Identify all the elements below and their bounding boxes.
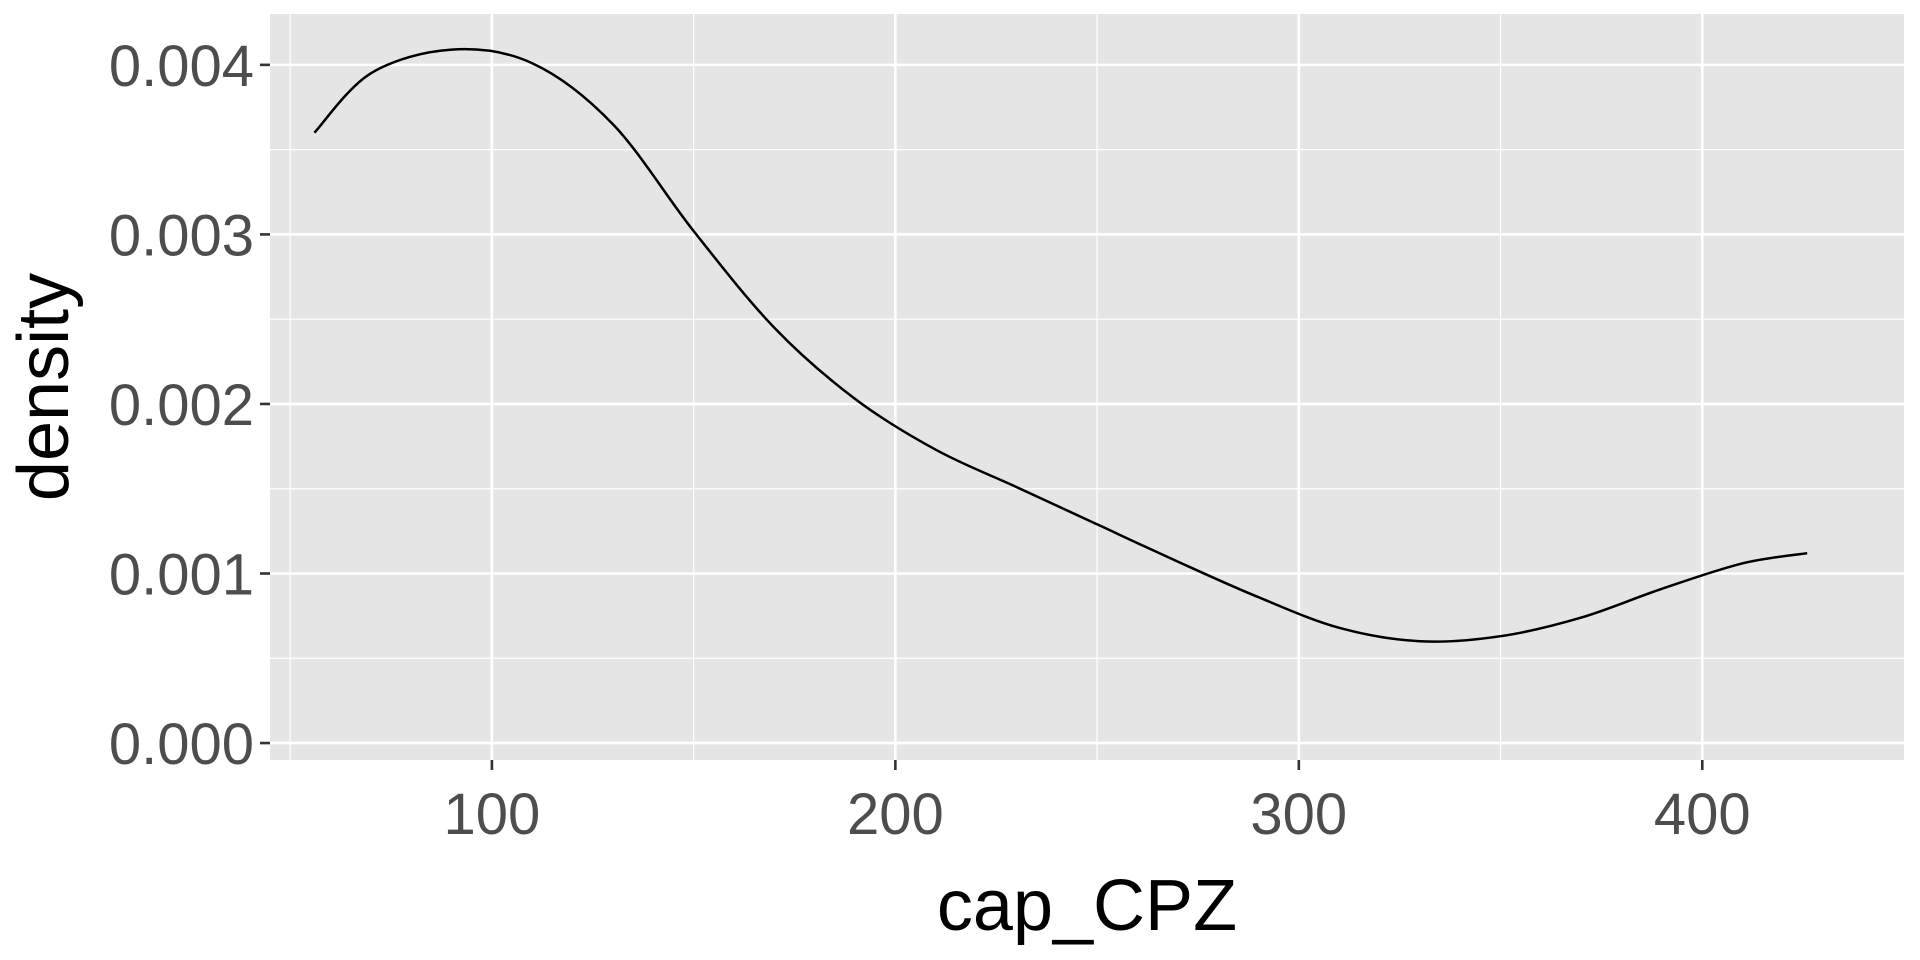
x-tick-labels: 100 200 300 400 [444,782,1751,847]
grid-minor-lines [270,14,1904,760]
x-tick-label: 100 [444,782,541,847]
y-tick-label: 0.001 [109,543,254,608]
x-axis-title: cap_CPZ [937,866,1237,946]
plot-background [270,14,1904,760]
axis-tick-marks [260,63,1704,770]
density-curve [313,47,1808,643]
y-tick-label: 0.003 [109,203,254,268]
y-axis-title: density [4,273,84,501]
grid-major-lines [270,14,1904,760]
y-tick-label: 0.000 [109,712,254,777]
x-tick-label: 200 [847,782,944,847]
y-tick-label: 0.004 [109,34,254,99]
x-tick-label: 300 [1250,782,1347,847]
x-tick-label: 400 [1654,782,1751,847]
y-tick-label: 0.002 [109,373,254,438]
y-tick-labels: 0.000 0.001 0.002 0.003 0.004 [109,34,254,777]
